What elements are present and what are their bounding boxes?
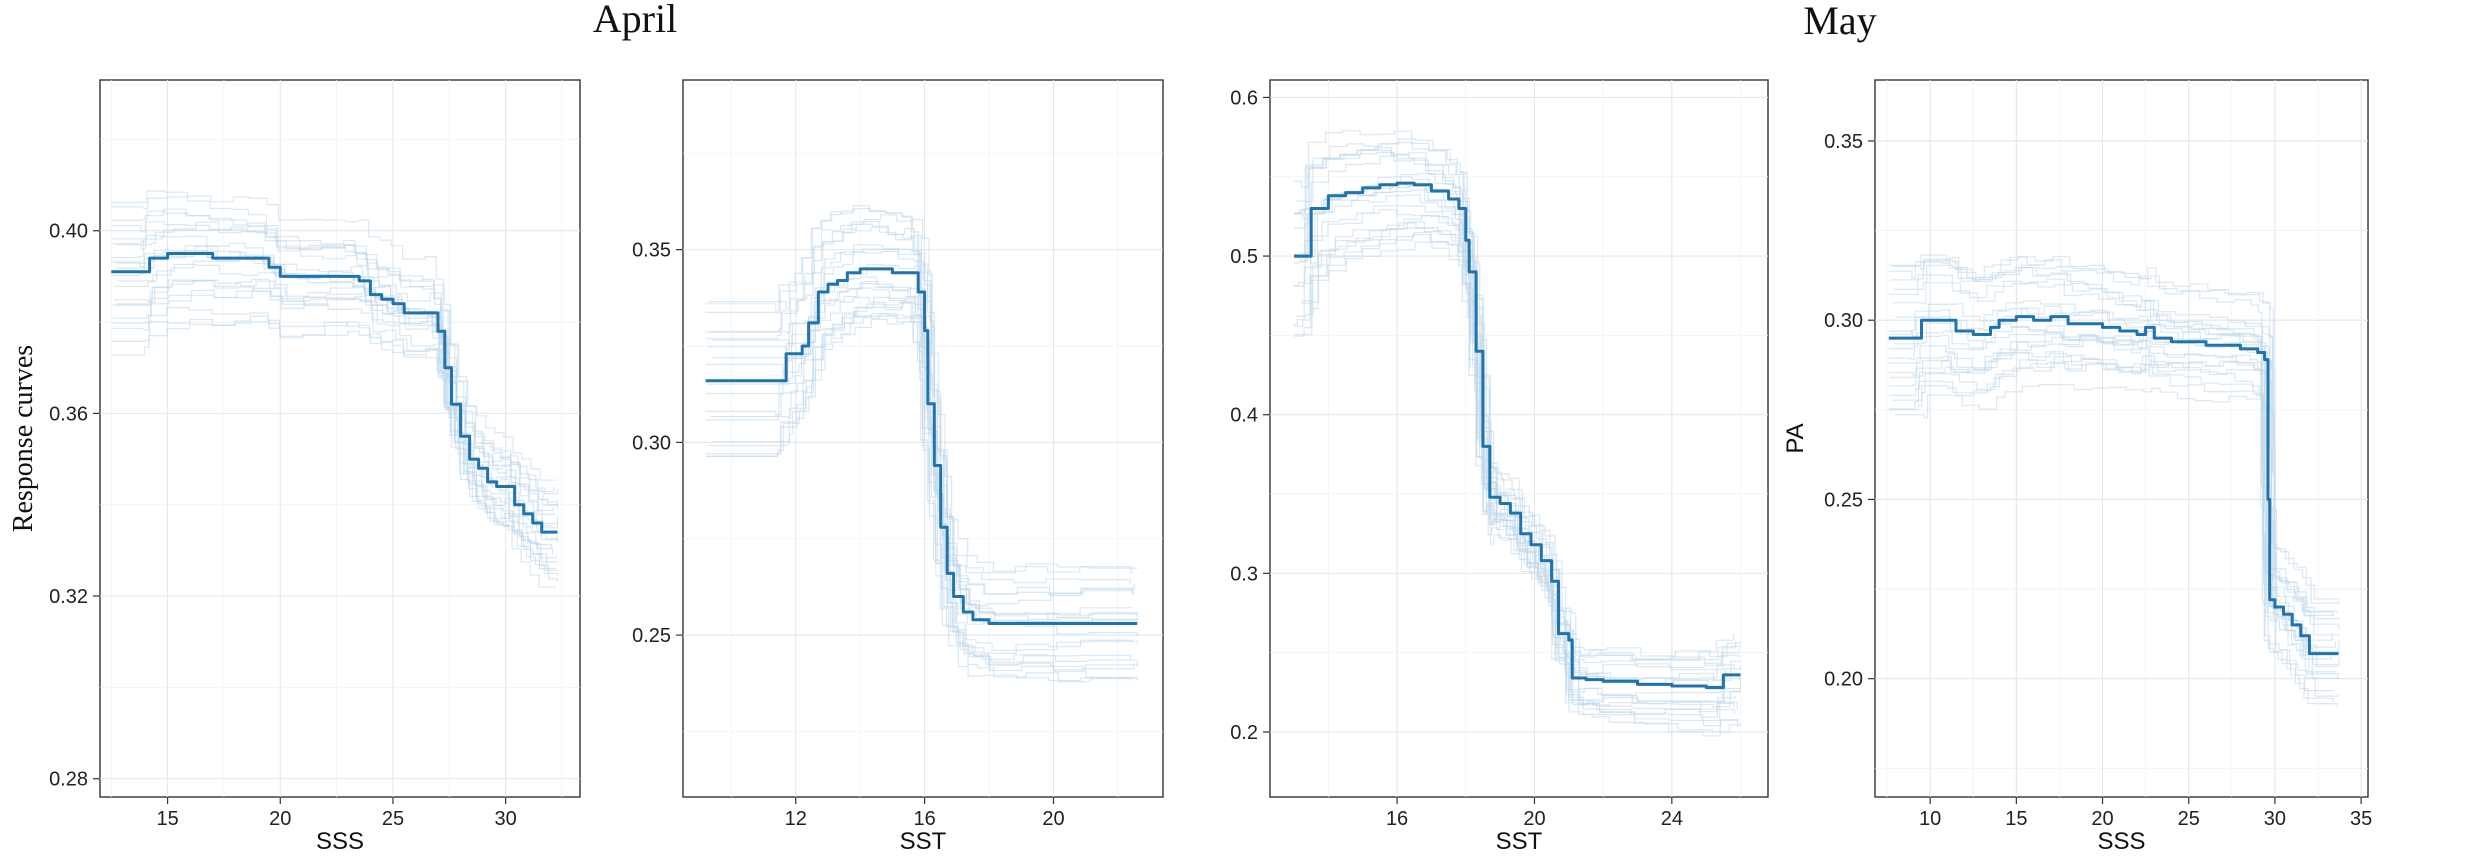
x-tick-label: 35 (2350, 808, 2372, 830)
ensemble-curve (1894, 264, 2340, 600)
mean-response-curve (1294, 181, 1741, 689)
x-tick-label: 15 (156, 808, 178, 830)
ensemble-curve (112, 287, 559, 529)
panels: 15 20 25 30 0.28 0.32 0.36 0.40 SSS Response curv… (8, 79, 2372, 855)
ensemble-curve (1891, 256, 2340, 679)
y-tick-label: 0.40 (49, 221, 88, 243)
y-tick-label: 0.6 (1230, 87, 1258, 109)
y-tick-label: 0.5 (1230, 246, 1258, 268)
y-tick-label: 0.3 (1230, 563, 1258, 585)
mean-response-curve (1888, 315, 2339, 656)
plot-frame (1874, 79, 2369, 798)
x-axis-label: SSS (2097, 828, 2145, 855)
ensemble-curve (116, 245, 559, 572)
x-tick-label: 30 (495, 808, 517, 830)
y-tick-label: 0.32 (49, 586, 88, 608)
y-tick-label: 0.4 (1230, 405, 1258, 427)
y-tick-label: 0.35 (1824, 131, 1863, 153)
y-tick-label: 0.2 (1230, 722, 1258, 744)
figure-title-may: May (1803, 0, 1876, 43)
x-tick-label: 12 (785, 808, 807, 830)
ensemble-curve (1892, 356, 2340, 666)
plot-frame (99, 79, 581, 798)
ensemble-curve (117, 221, 559, 510)
ensemble-curve (705, 287, 1135, 670)
x-tick-label: 20 (2091, 808, 2113, 830)
ensemble-curve (1294, 209, 1741, 703)
x-tick-label: 24 (1661, 808, 1683, 830)
ensemble-curve (1294, 205, 1735, 684)
ensemble-curve (111, 221, 555, 515)
x-axis-label: SST (900, 828, 947, 855)
ensemble-curve (1300, 194, 1742, 733)
ensemble-curve (111, 195, 557, 481)
x-tick-label: 16 (913, 808, 935, 830)
plot-frame (1269, 79, 1769, 798)
x-tick-label: 15 (2005, 808, 2027, 830)
y-axis-label: Response curves (8, 345, 39, 532)
ensemble-curve (115, 250, 559, 543)
panel-3: 16 20 24 0.2 0.3 0.4 0.5 0.6 SST (1230, 79, 1769, 855)
ensemble-curve (111, 307, 558, 559)
panel-4: 10 15 20 25 30 35 0.20 0.25 0.30 0.35 SSS PA (1782, 79, 2372, 855)
figure-title-april: April (593, 0, 677, 41)
ensemble-curve (1888, 315, 2334, 703)
ensemble-curve (1888, 355, 2337, 648)
ensemble-curve (711, 250, 1138, 624)
ensemble-curve (111, 208, 554, 511)
x-tick-label: 20 (1042, 808, 1064, 830)
x-tick-label: 16 (1386, 808, 1408, 830)
ensemble-curve (712, 264, 1138, 616)
ensemble-curve (1300, 227, 1742, 708)
y-tick-label: 0.20 (1824, 669, 1863, 691)
y-tick-label: 0.25 (632, 625, 671, 647)
y-tick-label: 0.30 (632, 432, 671, 454)
x-axis-label: SSS (316, 828, 364, 855)
y-tick-label: 0.30 (1824, 310, 1863, 332)
x-axis-label: SST (1496, 828, 1543, 855)
ensemble-curve (111, 190, 556, 590)
x-tick-label: 20 (269, 808, 291, 830)
ensemble-curve (111, 225, 555, 493)
ensemble-curve (1294, 149, 1736, 718)
ensemble-curve (1895, 300, 2340, 668)
ensemble-curve (705, 205, 1131, 584)
panel-1: 15 20 25 30 0.28 0.32 0.36 0.40 SSS Response curv… (8, 79, 581, 855)
x-tick-label: 10 (1919, 808, 1941, 830)
panel-2: 12 16 20 0.25 0.30 0.35 SST (632, 79, 1164, 855)
y-tick-label: 0.35 (632, 240, 671, 262)
ensemble-curve (111, 235, 553, 549)
ensemble-curve (709, 214, 1138, 572)
y-axis-label: PA (1782, 423, 1809, 453)
ensemble-curve (114, 279, 559, 576)
ensemble-curve (705, 312, 1133, 682)
ensemble-curve (1294, 233, 1740, 696)
x-tick-label: 30 (2264, 808, 2286, 830)
ensemble-curve (1295, 138, 1742, 690)
ensemble-curve (705, 300, 1133, 625)
ensemble-curve (111, 318, 558, 563)
ensemble-curve (707, 281, 1138, 666)
ensemble-curve (111, 278, 559, 525)
x-tick-label: 25 (382, 808, 404, 830)
ensemble-curve (1894, 384, 2340, 697)
x-tick-label: 20 (1523, 808, 1545, 830)
y-tick-label: 0.36 (49, 403, 88, 425)
mean-response-curve (111, 252, 558, 534)
mean-response-curve (705, 267, 1138, 625)
y-tick-label: 0.28 (49, 769, 88, 791)
ensemble-curve (1294, 241, 1742, 706)
x-tick-label: 25 (2178, 808, 2200, 830)
y-tick-label: 0.25 (1824, 489, 1863, 511)
ensemble-curve (114, 258, 559, 495)
